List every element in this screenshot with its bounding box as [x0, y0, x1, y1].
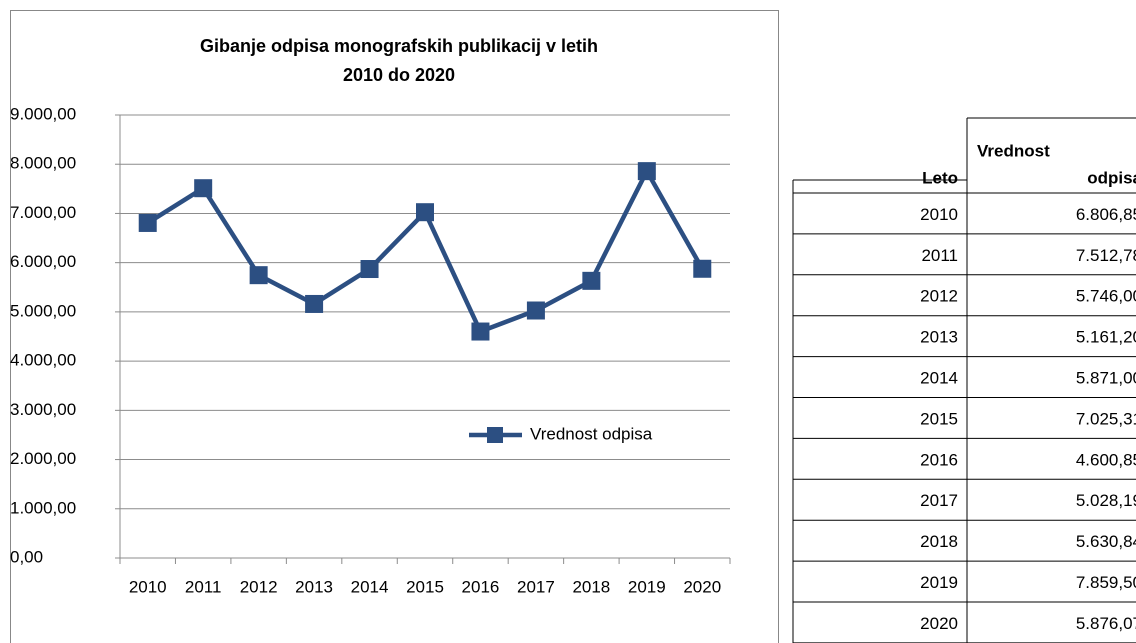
table-cell: 2012 [920, 287, 958, 306]
table-cell: 5.746,00 [1076, 287, 1136, 306]
table-cell: 2014 [920, 369, 958, 388]
x-tick-label: 2010 [129, 577, 167, 596]
table-cell: 2020 [920, 614, 958, 633]
table-cell: 5.028,19 [1076, 491, 1136, 510]
chart-title: Gibanje odpisa monografskih publikacij v… [200, 36, 598, 56]
table-cell: 2015 [920, 409, 958, 428]
table-header: Leto [922, 168, 958, 187]
data-marker [194, 179, 213, 198]
x-tick-label: 2019 [628, 577, 666, 596]
table-cell: 5.871,00 [1076, 369, 1136, 388]
y-tick-label: 4.000,00 [10, 351, 76, 370]
y-tick-label: 9.000,00 [10, 104, 76, 123]
chart-title: 2010 do 2020 [343, 65, 455, 85]
table-cell: 6.806,85 [1076, 205, 1136, 224]
y-tick-label: 2.000,00 [10, 449, 76, 468]
data-table: Vrednost odpisa Leto 2010 6.806,85 2011 7.5… [792, 117, 1136, 643]
table-cell: 5.630,84 [1076, 532, 1136, 551]
x-tick-label: 2013 [295, 577, 333, 596]
x-tick-label: 2014 [351, 577, 389, 596]
data-marker [138, 213, 157, 232]
table-header: Vrednost [977, 141, 1050, 160]
table-cell: 7.512,78 [1076, 246, 1136, 265]
data-marker [471, 322, 490, 341]
table-cell: 5.876,07 [1076, 614, 1136, 633]
x-tick-label: 2012 [240, 577, 278, 596]
x-tick-label: 2018 [572, 577, 610, 596]
y-tick-label: 8.000,00 [10, 154, 76, 173]
table-header: odpisa [1087, 168, 1136, 187]
legend-marker [487, 427, 503, 443]
y-tick-label: 7.000,00 [10, 203, 76, 222]
table-cell: 2017 [920, 491, 958, 510]
x-tick-label: 2017 [517, 577, 555, 596]
table-cell: 7.859,50 [1076, 573, 1136, 592]
table-cell: 2013 [920, 328, 958, 347]
y-tick-label: 1.000,00 [10, 498, 76, 517]
x-tick-label: 2016 [462, 577, 500, 596]
table-cell: 2010 [920, 205, 958, 224]
table-cell: 2016 [920, 450, 958, 469]
x-tick-label: 2020 [683, 577, 721, 596]
data-marker [360, 260, 379, 279]
x-tick-label: 2015 [406, 577, 444, 596]
table-cell: 2018 [920, 532, 958, 551]
table-cell: 2011 [921, 246, 958, 265]
x-tick-label: 2011 [185, 577, 222, 596]
y-tick-label: 3.000,00 [10, 400, 76, 419]
data-marker [526, 301, 545, 320]
table-cell: 5.161,20 [1076, 328, 1136, 347]
data-marker [249, 266, 268, 285]
data-marker [693, 259, 712, 278]
legend-label: Vrednost odpisa [530, 424, 653, 443]
data-marker [416, 203, 434, 222]
table-cell: 2019 [920, 573, 958, 592]
y-tick-label: 6.000,00 [10, 252, 76, 271]
data-marker [305, 294, 324, 313]
data-marker [637, 162, 656, 181]
y-tick-label: 0,00 [10, 547, 43, 566]
table-cell: 7.025,31 [1076, 409, 1136, 428]
data-marker [582, 271, 601, 290]
chart-frame [10, 10, 779, 643]
table-cell: 4.600,85 [1076, 450, 1136, 469]
y-tick-label: 5.000,00 [10, 301, 76, 320]
